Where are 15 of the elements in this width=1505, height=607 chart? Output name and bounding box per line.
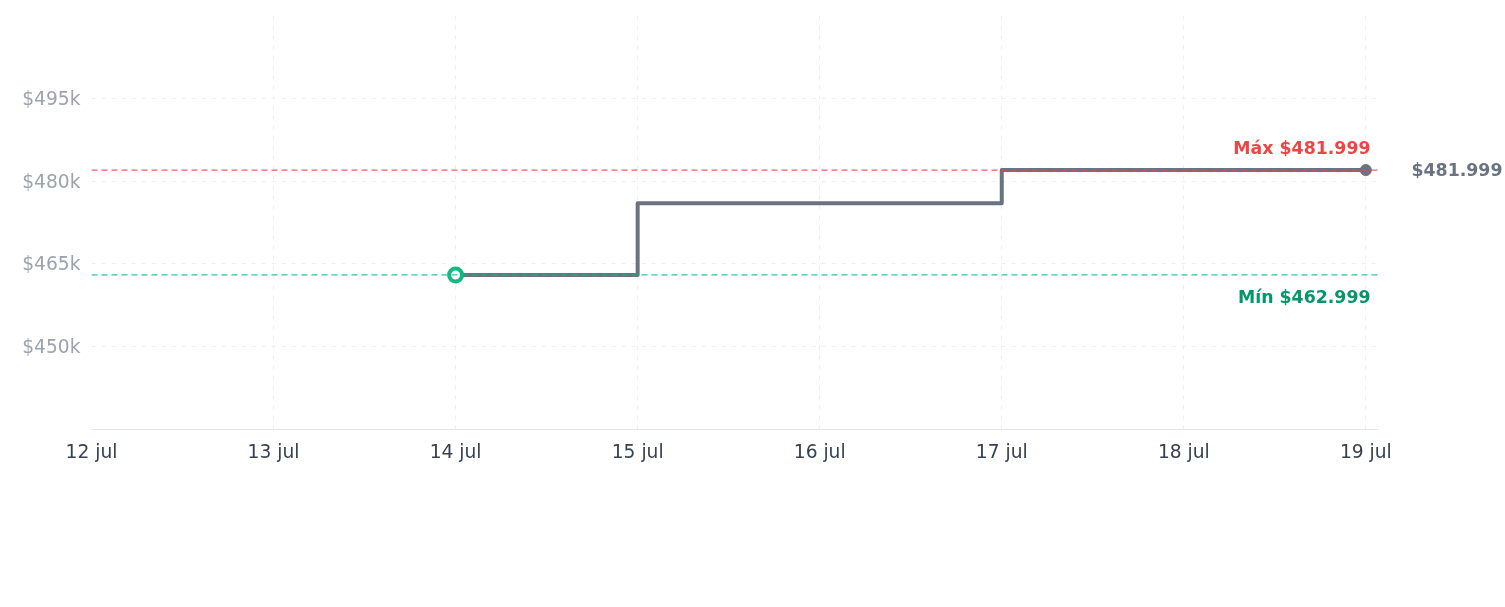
y-tick-label: $465k — [22, 253, 81, 275]
y-tick-label: $495k — [22, 87, 81, 109]
x-tick-label: 18 jul — [1157, 440, 1210, 462]
x-tick-label: 12 jul — [65, 440, 118, 462]
x-tick-label: 19 jul — [1339, 440, 1392, 462]
y-tick-label: $480k — [22, 170, 81, 192]
x-tick-label: 15 jul — [611, 440, 664, 462]
annotation: $481.999 — [1411, 160, 1503, 181]
x-tick-label: 17 jul — [975, 440, 1028, 462]
ref-line-label: Máx $481.999 — [1233, 138, 1371, 159]
x-tick-label: 14 jul — [429, 440, 482, 462]
ref-line-label: Mín $462.999 — [1237, 286, 1371, 307]
x-tick-label: 16 jul — [793, 440, 846, 462]
y-tick-label: $450k — [22, 336, 81, 358]
x-tick-label: 13 jul — [247, 440, 300, 462]
